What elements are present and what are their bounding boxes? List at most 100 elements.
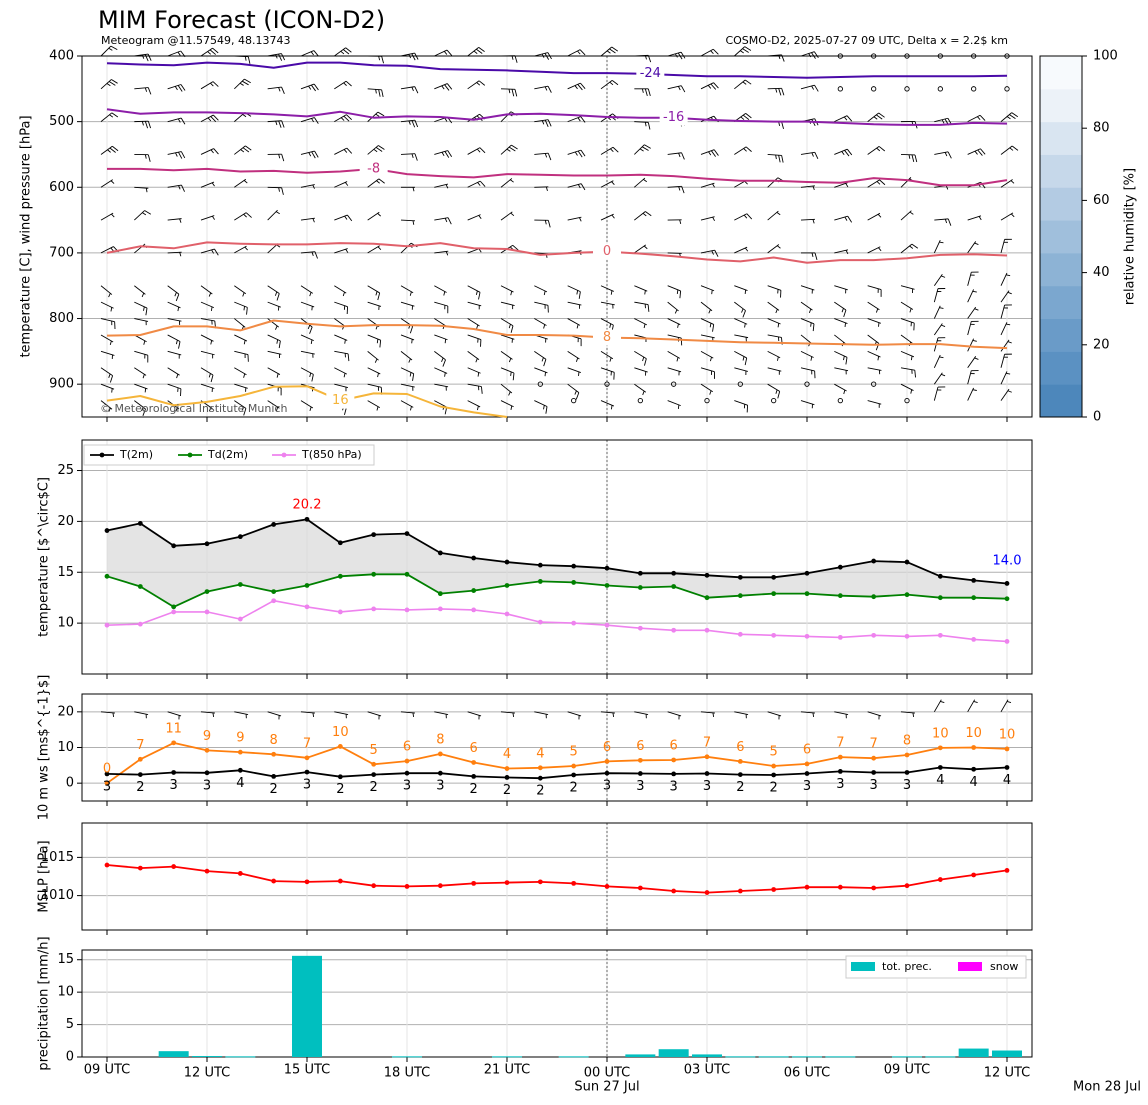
- wind-barb-feather: [308, 152, 312, 157]
- isotherm-line: [106, 319, 1008, 350]
- data-point: [571, 880, 577, 886]
- wind-barb: [667, 185, 682, 188]
- mean-wind-value-label: 2: [270, 782, 278, 797]
- wind-barb: [767, 285, 782, 291]
- wind-barb-feather: [811, 85, 815, 90]
- wind-barb-feather: [212, 47, 219, 54]
- mean-wind-value-label: 4: [1003, 773, 1011, 788]
- wind-barb-feather: [778, 155, 781, 163]
- wind-barb-feather: [411, 153, 414, 158]
- wind-barb: [834, 182, 848, 188]
- mean-wind-value-label: 3: [903, 778, 911, 793]
- wind-barb-feather: [109, 375, 114, 383]
- wind-barb: [667, 350, 681, 359]
- wind-barb-feather: [510, 371, 512, 377]
- wind-barb-feather: [910, 389, 913, 394]
- legend: tot. prec. snow: [845, 955, 1027, 979]
- wind-barb-feather: [679, 290, 682, 299]
- wind-barb-feather: [111, 112, 119, 118]
- wind-barb-feather: [109, 340, 112, 346]
- data-point: [304, 755, 310, 761]
- wind-barb-feather: [177, 51, 181, 56]
- gust-value-label: 10: [332, 725, 349, 740]
- wind-barb-feather: [845, 183, 849, 188]
- wind-barb-feather: [414, 120, 419, 128]
- wind-barb: [234, 178, 247, 188]
- wind-barb-feather: [610, 405, 613, 410]
- wind-barb-feather: [281, 154, 285, 162]
- wind-barb: [267, 120, 282, 123]
- wind-barb-feather: [514, 89, 518, 97]
- wind-barb: [200, 318, 215, 322]
- y-tick-label: 0: [66, 1050, 74, 1065]
- wind-barb: [467, 711, 482, 717]
- data-point: [904, 592, 910, 598]
- data-point: [471, 880, 477, 886]
- wind-barb-feather: [642, 146, 649, 151]
- wind-barb: [234, 78, 245, 90]
- data-point: [571, 763, 577, 769]
- precip-bar: [558, 1056, 589, 1058]
- wind-barb-feather: [175, 152, 178, 157]
- x-tick-label: 09 UTC: [84, 1063, 130, 1078]
- isotherm-label: 0: [603, 244, 611, 259]
- wind-barb-feather: [243, 340, 246, 345]
- wind-barb-feather: [379, 340, 382, 348]
- colorbar-tick-label: 40: [1093, 265, 1110, 280]
- wind-barb-feather: [846, 148, 853, 156]
- wind-barb-feather: [274, 291, 278, 296]
- wind-barb-feather: [181, 184, 185, 192]
- legend-marker: [99, 452, 105, 458]
- wind-barb-feather: [876, 181, 881, 185]
- wind-barb-feather: [511, 144, 518, 150]
- wind-barb: [400, 711, 415, 714]
- data-point: [537, 562, 543, 568]
- wind-barb: [567, 711, 582, 717]
- wind-barb-feather: [974, 150, 978, 155]
- data-point: [471, 607, 477, 613]
- wind-barb: [1000, 388, 1010, 401]
- wind-barb: [467, 350, 480, 360]
- wind-barb-feather: [414, 153, 418, 161]
- wind-barb: [667, 152, 682, 155]
- wind-barb-feather: [444, 151, 450, 158]
- wind-barb-feather: [941, 373, 946, 377]
- wind-barb: [1000, 179, 1013, 188]
- data-point: [437, 606, 443, 612]
- wind-barb: [400, 153, 416, 155]
- wind-barb: [767, 301, 780, 311]
- data-point: [571, 772, 577, 778]
- wind-barb: [300, 334, 314, 342]
- wind-barb-feather: [310, 339, 313, 344]
- wind-barb-feather: [642, 356, 645, 362]
- wind-barb: [467, 180, 481, 188]
- wind-barb-feather: [278, 120, 282, 128]
- wind-barb: [167, 151, 182, 155]
- data-point: [971, 595, 977, 601]
- wind-barb: [767, 334, 782, 338]
- data-point: [171, 770, 177, 775]
- wind-barb: [867, 212, 881, 221]
- isotherm-line: [107, 167, 1008, 187]
- y-axis-label: MSLP [hPa]: [37, 840, 52, 912]
- wind-barb-feather: [340, 50, 345, 55]
- wind-barb: [334, 181, 348, 188]
- x-axis: 09 UTC 12 UTC 15 UTC 18 UTC 21 UTC 00 UTC 03 U…: [84, 1063, 1141, 1095]
- wind-barb: [467, 285, 481, 293]
- wind-barb-feather: [508, 324, 511, 329]
- wind-barb-feather: [676, 289, 679, 294]
- colorbar-segment: [1040, 88, 1082, 123]
- wind-barb: [667, 334, 682, 339]
- wind-barb-feather: [108, 81, 116, 86]
- wind-barb-feather: [443, 51, 448, 55]
- wind-barb-feather: [813, 51, 819, 58]
- wind-barb: [534, 52, 549, 57]
- panel-frame: [81, 949, 1033, 1058]
- precip-bar: [392, 1056, 422, 1058]
- colorbar-segment: [1040, 154, 1082, 188]
- wind-barb: [800, 711, 815, 714]
- wind-barb-feather: [577, 150, 583, 158]
- extreme-annotation: 14.0: [993, 554, 1022, 569]
- wind-barb-feather: [580, 82, 586, 89]
- data-point: [237, 616, 243, 622]
